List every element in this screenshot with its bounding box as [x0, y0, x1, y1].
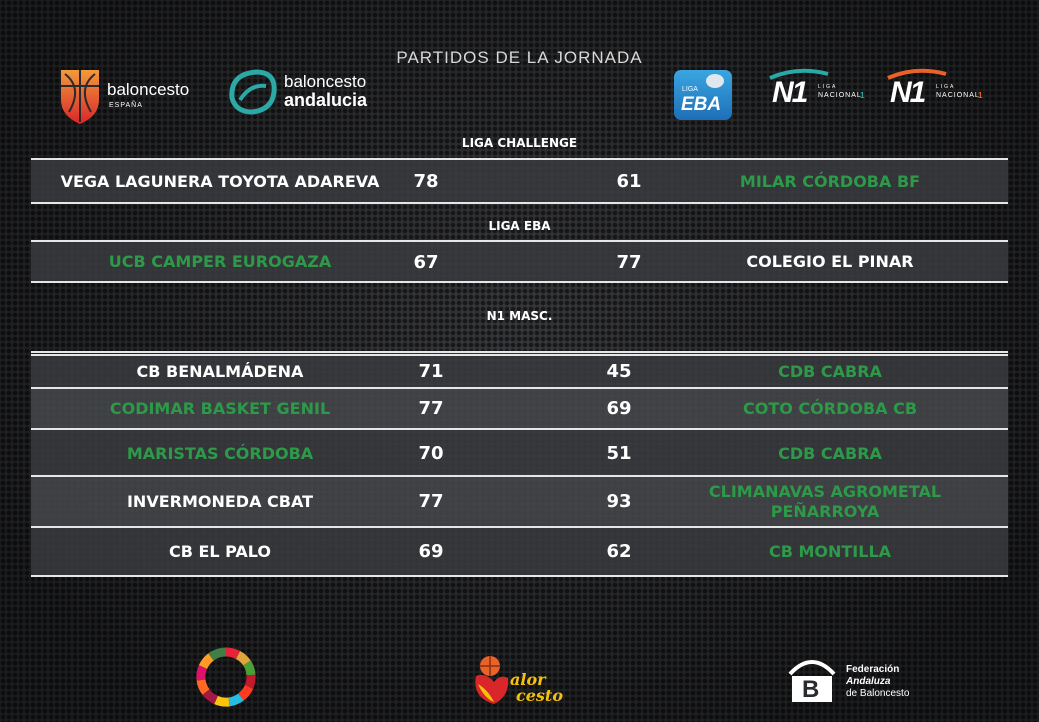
- andalucia-name-top: baloncesto: [284, 72, 367, 91]
- away-score: 62: [606, 541, 632, 562]
- match-row: UCB CAMPER EUROGAZA 67 77 COLEGIO EL PIN…: [0, 242, 1039, 281]
- federacion-b-icon: [788, 660, 836, 702]
- away-team: MILAR CÓRDOBA BF: [739, 172, 921, 191]
- valorcesto-heart-ball-icon: [475, 656, 509, 704]
- away-score: 51: [606, 443, 632, 464]
- n1-teal-text: NACIONAL: [818, 92, 862, 99]
- federacion-b-mark: B: [802, 676, 820, 703]
- match-row-band: [31, 528, 1008, 575]
- divider: [31, 354, 1008, 356]
- page-title: PARTIDOS DE LA JORNADA: [396, 48, 643, 67]
- fed-espana-logo: baloncesto ESPAÑA: [57, 66, 207, 128]
- federacion-andaluza-logo: B Federación Andaluza de Baloncesto: [786, 656, 926, 706]
- federacion-line1: Federación: [846, 664, 900, 675]
- match-row: VEGA LAGUNERA TOYOTA ADAREVA 78 61 MILAR…: [0, 160, 1039, 202]
- valorcesto-logo: alor cesto: [470, 652, 570, 712]
- away-score: 45: [606, 361, 632, 382]
- liga-eba-logo: LIGA EBA: [674, 70, 732, 120]
- match-row-band: [31, 242, 1008, 281]
- n1-teal-mark: N1: [772, 76, 808, 109]
- n1-teal-num: 1: [860, 91, 865, 100]
- match-row: CB BENALMÁDENA 71 45 CDB CABRA: [0, 356, 1039, 387]
- divider: [31, 240, 1008, 242]
- match-row: INVERMONEDA CBAT 77 93 CLIMANAVAS AGROME…: [0, 477, 1039, 526]
- eba-big-label: EBA: [681, 94, 722, 115]
- home-team: VEGA LAGUNERA TOYOTA ADAREVA: [60, 172, 380, 191]
- n1-orange-swoosh-icon: [887, 68, 947, 80]
- federacion-line2: Andaluza: [846, 676, 891, 687]
- divider: [31, 351, 1008, 353]
- match-row: CB EL PALO 69 62 CB MONTILLA: [0, 528, 1039, 575]
- n1-orange-text: NACIONAL: [936, 92, 980, 99]
- away-team: CLIMANAVAS AGROMETAL PEÑARROYA: [708, 482, 942, 521]
- match-row-band: [31, 389, 1008, 428]
- divider: [31, 428, 1008, 430]
- away-score: 61: [616, 171, 642, 192]
- n1-orange-num: 1: [978, 91, 983, 100]
- home-score: 77: [418, 491, 444, 512]
- section-label-liga-eba: LIGA EBA: [488, 219, 551, 233]
- home-score: 69: [418, 541, 444, 562]
- section-label-liga-challenge: LIGA CHALLENGE: [461, 136, 578, 150]
- away-team: CB MONTILLA: [768, 542, 892, 561]
- match-row-band: [31, 477, 1008, 526]
- home-team: INVERMONEDA CBAT: [126, 492, 314, 511]
- n1-orange-mark: N1: [890, 76, 926, 109]
- home-team: MARISTAS CÓRDOBA: [126, 444, 314, 463]
- home-team: CB BENALMÁDENA: [136, 362, 304, 381]
- fed-espana-name: baloncesto: [107, 80, 190, 99]
- away-team: CDB CABRA: [778, 444, 882, 463]
- fed-espana-sub: ESPAÑA: [109, 102, 143, 109]
- federacion-line3: de Baloncesto: [846, 688, 910, 699]
- home-score: 67: [413, 252, 439, 273]
- match-row: CODIMAR BASKET GENIL 77 69 COTO CÓRDOBA …: [0, 389, 1039, 428]
- home-team: CB EL PALO: [168, 542, 272, 561]
- away-score: 69: [606, 398, 632, 419]
- andalucia-swirl-icon: [229, 69, 277, 115]
- andalucia-logo: baloncesto andalucia: [226, 66, 386, 122]
- divider: [31, 575, 1008, 577]
- home-score: 70: [418, 443, 444, 464]
- divider: [31, 526, 1008, 528]
- home-score: 78: [413, 171, 439, 192]
- andalucia-name-bottom: andalucia: [284, 90, 368, 110]
- home-score: 71: [418, 361, 444, 382]
- sdg-wheel-icon: [196, 647, 256, 707]
- nacional1-orange-logo: N1 LIGA NACIONAL 1: [884, 68, 994, 114]
- away-score: 77: [616, 252, 642, 273]
- match-row-band: [31, 160, 1008, 202]
- away-team: COTO CÓRDOBA CB: [742, 399, 918, 418]
- eba-ball-icon: [706, 74, 724, 88]
- basketball-shield-icon: [61, 70, 99, 124]
- valorcesto-line2: cesto: [516, 686, 563, 705]
- home-team: UCB CAMPER EUROGAZA: [108, 252, 332, 271]
- home-team: CODIMAR BASKET GENIL: [109, 399, 331, 418]
- home-score: 77: [418, 398, 444, 419]
- nacional1-teal-logo: N1 LIGA NACIONAL 1: [766, 68, 876, 114]
- away-team: CDB CABRA: [778, 362, 882, 381]
- n1-orange-small: LIGA: [936, 84, 956, 90]
- eba-small-label: LIGA: [682, 86, 698, 93]
- away-score: 93: [606, 491, 632, 512]
- match-row-band: [31, 430, 1008, 475]
- n1-teal-swoosh-icon: [769, 68, 829, 80]
- match-row: MARISTAS CÓRDOBA 70 51 CDB CABRA: [0, 430, 1039, 475]
- divider: [31, 387, 1008, 389]
- match-row-band: [31, 356, 1008, 387]
- away-team: COLEGIO EL PINAR: [746, 252, 914, 271]
- valorcesto-line1: alor: [510, 670, 546, 689]
- divider: [31, 475, 1008, 477]
- divider: [31, 202, 1008, 204]
- section-label-n1-masc: N1 MASC.: [486, 309, 553, 323]
- divider: [31, 158, 1008, 160]
- divider: [31, 281, 1008, 283]
- n1-teal-small: LIGA: [818, 84, 838, 90]
